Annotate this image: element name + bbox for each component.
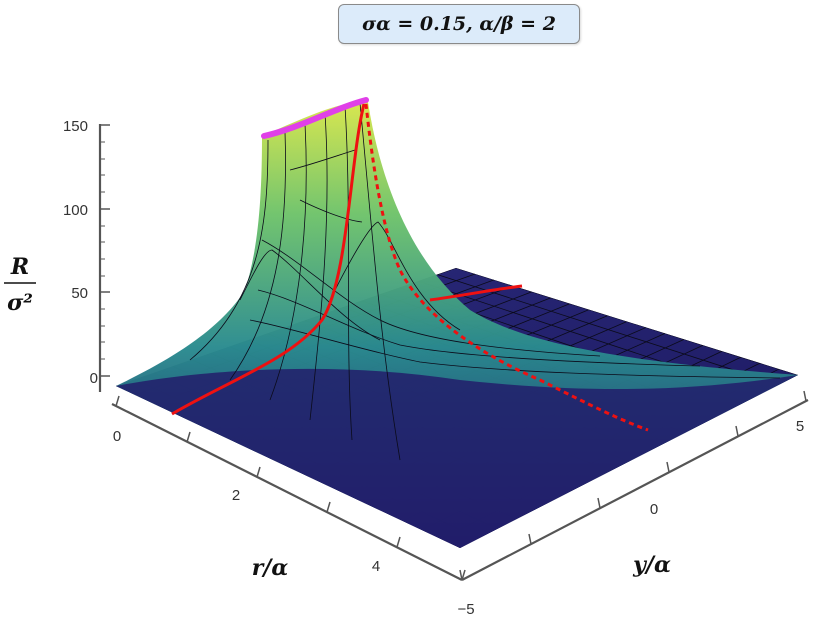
z-tick-labels: 150 100 50 0 xyxy=(63,118,98,387)
y-axis-ticks xyxy=(459,390,807,581)
y-tick-labels: 5 0 −5 xyxy=(457,418,804,618)
z-axis-ticks xyxy=(100,124,110,377)
z-tick-label: 50 xyxy=(71,285,88,302)
red-curves xyxy=(171,103,649,432)
z-tick-label: 150 xyxy=(63,118,88,135)
peak-cap xyxy=(261,97,369,139)
y-axis-line xyxy=(461,399,809,581)
y-tick-label: 5 xyxy=(796,418,804,435)
z-tick-label: 0 xyxy=(90,370,98,387)
z-tick-label: 100 xyxy=(63,202,88,219)
mesh-line xyxy=(436,274,780,385)
z-axis-label-numerator: R xyxy=(10,254,29,280)
r-tick-labels: 0 2 4 xyxy=(113,428,380,575)
chart-title: σα = 0.15, α/β = 2 xyxy=(338,4,580,44)
r-axis-ticks xyxy=(115,395,466,581)
r-tick-label: 4 xyxy=(372,558,380,575)
r-tick-label: 0 xyxy=(113,428,121,445)
red-curve-left xyxy=(171,103,366,416)
y-tick-label: −5 xyxy=(457,601,474,618)
y-axis-label: y/α xyxy=(632,552,671,578)
chart-title-text: σα = 0.15, α/β = 2 xyxy=(362,13,556,35)
r-axis-label: r/α xyxy=(252,555,289,581)
r-tick-label: 2 xyxy=(232,487,240,504)
y-tick-label: 0 xyxy=(650,501,658,518)
axes-frame xyxy=(98,124,809,581)
z-axis-label-denominator: σ² xyxy=(7,290,33,316)
surface-peak xyxy=(116,101,798,549)
red-curve-right xyxy=(429,284,523,302)
r-axis-line xyxy=(111,403,463,581)
red-curve-dashed xyxy=(364,103,649,432)
